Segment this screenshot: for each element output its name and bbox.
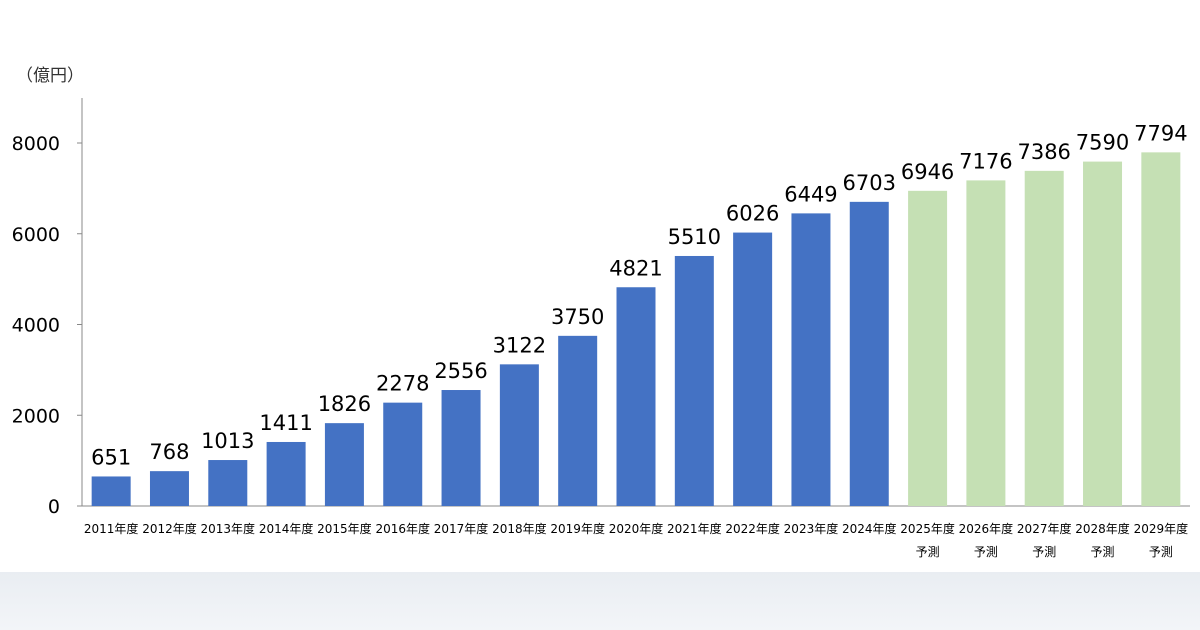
forecast-bar (1141, 152, 1181, 506)
bar-value-label: 1013 (201, 429, 254, 453)
bar-value-label: 6449 (784, 182, 837, 206)
actual-bar (324, 423, 364, 506)
bar-value-label: 1826 (318, 392, 371, 416)
bar-value-label: 7794 (1134, 121, 1187, 145)
forecast-bar (908, 190, 948, 506)
x-tick-sublabel: 予測 (916, 545, 940, 559)
x-tick-label: 2022年度 (725, 521, 780, 536)
x-tick-label: 2019年度 (550, 521, 605, 536)
bar-value-label: 3750 (551, 305, 604, 329)
x-tick-label: 2029年度 (1134, 521, 1189, 536)
forecast-bar (966, 180, 1006, 506)
bar-value-label: 2278 (376, 372, 429, 396)
x-axis-labels-group: 2011年度 2012年度 2013年度 2014年度 2015年度 2016年度 2017… (84, 521, 1188, 559)
x-tick-label: 2018年度 (492, 521, 547, 536)
y-tick-label: 4000 (12, 315, 60, 337)
actual-bar (91, 476, 131, 506)
y-tick-label: 8000 (12, 133, 60, 155)
x-tick-label: 2025年度 (900, 521, 955, 536)
actual-bar (499, 364, 539, 506)
x-tick-sublabel: 予測 (1091, 545, 1115, 559)
x-tick-label: 2011年度 (84, 521, 139, 536)
x-tick-label: 2020年度 (609, 521, 664, 536)
x-tick-label: 2021年度 (667, 521, 722, 536)
bar-value-label: 6703 (843, 171, 896, 195)
y-tick-label: 6000 (12, 224, 60, 246)
bottom-background-band (0, 572, 1200, 630)
actual-bar (674, 255, 714, 506)
forecast-bar (1083, 161, 1123, 506)
actual-bar (149, 471, 189, 506)
y-tick-label: 2000 (12, 405, 60, 427)
bar-value-label: 4821 (609, 256, 662, 280)
y-axis-unit-label: （億円） (16, 66, 84, 86)
x-tick-label: 2026年度 (959, 521, 1014, 536)
bar-value-label: 7386 (1017, 140, 1070, 164)
x-tick-sublabel: 予測 (1149, 545, 1173, 559)
actual-bar (383, 402, 423, 506)
actual-bar (441, 390, 481, 506)
x-tick-label: 2012年度 (142, 521, 197, 536)
bar-value-label: 3122 (493, 333, 546, 357)
bar-value-label: 651 (91, 445, 131, 469)
bar-value-label: 2556 (434, 359, 487, 383)
y-tick-label: 0 (48, 496, 60, 518)
x-tick-label: 2014年度 (259, 521, 314, 536)
actual-bar (616, 287, 656, 506)
x-tick-sublabel: 予測 (1032, 545, 1056, 559)
forecast-bar (1024, 170, 1064, 507)
bar-value-label: 7590 (1076, 131, 1129, 155)
bar-value-label: 5510 (668, 225, 721, 249)
x-tick-label: 2017年度 (434, 521, 489, 536)
bar-value-label: 7176 (959, 149, 1012, 173)
x-tick-label: 2023年度 (784, 521, 839, 536)
x-tick-label: 2013年度 (201, 521, 256, 536)
actual-bar (849, 201, 889, 506)
x-tick-label: 2016年度 (375, 521, 430, 536)
x-tick-label: 2028年度 (1075, 521, 1130, 536)
actual-bar (558, 335, 598, 506)
bar-value-label: 1411 (259, 411, 312, 435)
actual-bar (208, 460, 248, 506)
actual-bar (733, 232, 773, 506)
x-tick-sublabel: 予測 (974, 545, 998, 559)
bar-value-label: 768 (149, 440, 189, 464)
x-tick-label: 2027年度 (1017, 521, 1072, 536)
x-tick-label: 2024年度 (842, 521, 897, 536)
x-tick-label: 2015年度 (317, 521, 372, 536)
bars-group (91, 152, 1181, 507)
actual-bar (266, 441, 306, 506)
y-axis-ticks: 0 2000 4000 6000 8000 (12, 133, 82, 518)
bar-value-label: 6946 (901, 160, 954, 184)
bar-value-label: 6026 (726, 202, 779, 226)
actual-bar (791, 213, 831, 506)
